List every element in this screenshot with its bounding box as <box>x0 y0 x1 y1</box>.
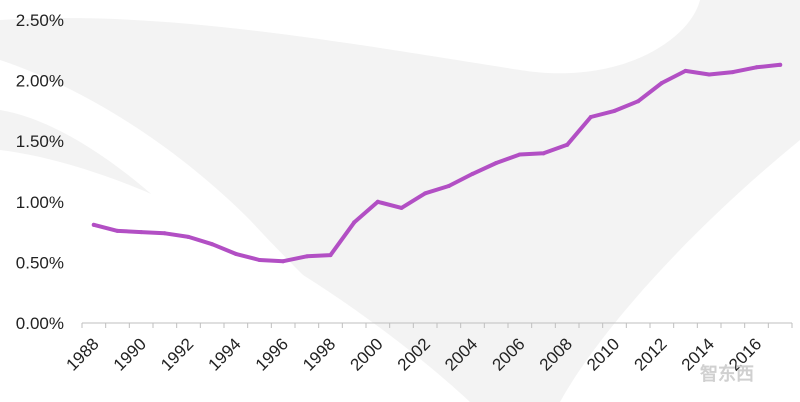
data-point-2006 <box>517 152 522 157</box>
data-point-2008 <box>565 142 570 147</box>
x-tick-label: 2012 <box>630 334 670 374</box>
data-point-2004 <box>470 171 475 176</box>
data-point-1997 <box>304 254 309 259</box>
data-point-2013 <box>683 68 688 73</box>
data-point-1996 <box>281 259 286 264</box>
data-point-2017 <box>778 62 783 67</box>
data-point-1993 <box>210 242 215 247</box>
data-point-1998 <box>328 253 333 258</box>
y-axis-tick-labels: 0.00% 0.50% 1.00% 1.50% 2.00% 2.50% <box>16 11 64 333</box>
x-tick-label: 1992 <box>157 334 197 374</box>
x-axis-tick-labels: 1988 1990 1992 1994 1996 1998 2000 2002 2004 2006… <box>62 334 765 374</box>
data-point-2009 <box>588 114 593 119</box>
y-tick-label: 1.50% <box>16 132 64 151</box>
data-point-2011 <box>636 99 641 104</box>
data-point-1990 <box>139 230 144 235</box>
y-tick-label: 2.50% <box>16 11 64 30</box>
y-tick-label: 1.00% <box>16 193 64 212</box>
x-tick-label: 1990 <box>110 334 150 374</box>
y-tick-label: 0.50% <box>16 253 64 272</box>
data-point-1999 <box>352 220 357 225</box>
data-point-1995 <box>257 257 262 262</box>
data-point-2015 <box>730 70 735 75</box>
watermark-logo: 智东西 <box>700 363 754 384</box>
x-tick-label: 1996 <box>252 334 292 374</box>
data-point-2003 <box>446 184 451 189</box>
data-point-1988 <box>91 222 96 227</box>
data-point-1989 <box>115 228 120 233</box>
data-point-2005 <box>494 161 499 166</box>
data-point-2012 <box>659 81 664 86</box>
data-point-2010 <box>612 108 617 113</box>
data-points <box>91 62 783 264</box>
data-point-2014 <box>707 72 712 77</box>
y-tick-label: 0.00% <box>16 314 64 333</box>
x-tick-label: 1988 <box>62 334 102 374</box>
x-axis-ticks <box>81 323 793 328</box>
data-point-2001 <box>399 205 404 210</box>
data-point-1992 <box>186 234 191 239</box>
series-line <box>91 62 783 264</box>
data-point-1991 <box>162 231 167 236</box>
y-tick-label: 2.00% <box>16 72 64 91</box>
data-point-2016 <box>754 65 759 70</box>
x-tick-label: 1994 <box>204 334 244 374</box>
data-point-2002 <box>423 191 428 196</box>
data-point-2007 <box>541 151 546 156</box>
data-point-1994 <box>233 251 238 256</box>
data-point-2000 <box>375 199 380 204</box>
